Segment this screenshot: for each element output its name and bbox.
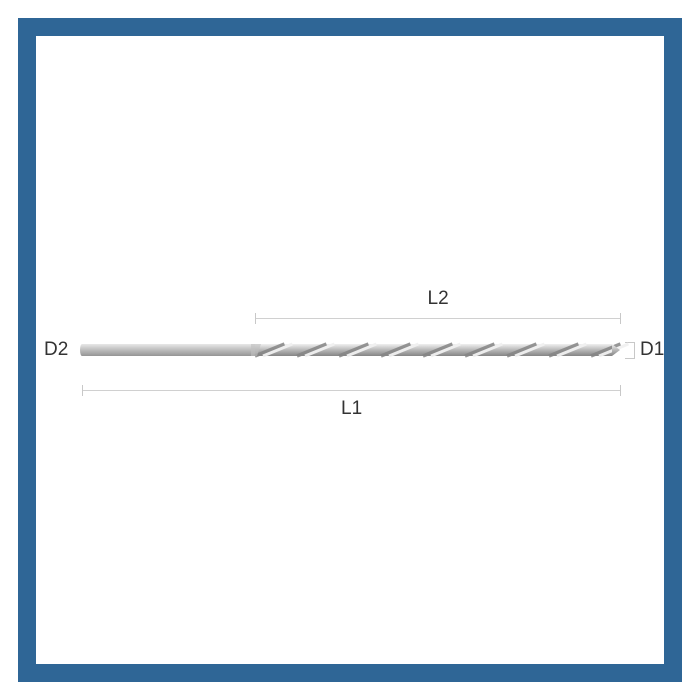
label-d2: D2 <box>44 339 68 361</box>
label-l1: L1 <box>341 398 362 420</box>
drill-bit-graphic <box>0 0 700 700</box>
label-d1: D1 <box>640 339 664 361</box>
label-l2: L2 <box>428 288 449 310</box>
